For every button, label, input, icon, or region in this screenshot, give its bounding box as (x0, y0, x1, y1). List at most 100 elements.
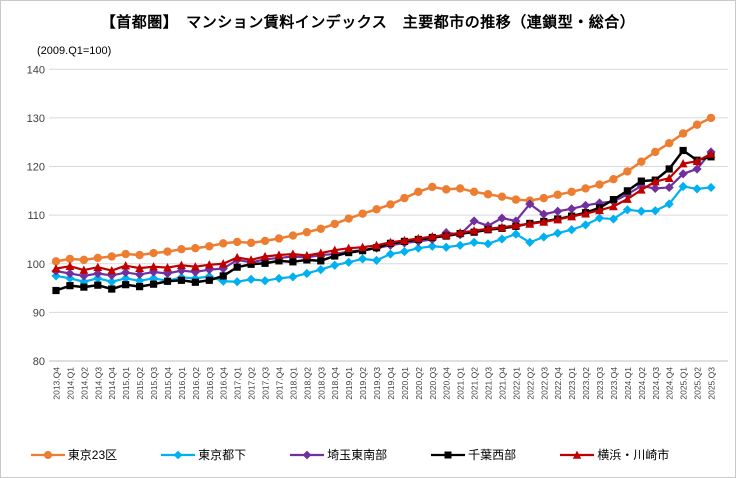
data-point-marker (260, 276, 270, 286)
data-point-marker (428, 182, 437, 192)
data-point-marker (233, 263, 241, 271)
x-axis-tick-label: 2023.Q4 (609, 367, 619, 400)
x-axis-tick-label: 2019.Q3 (372, 367, 382, 400)
data-point-marker (275, 257, 283, 265)
legend-item: 東京都下 (161, 446, 246, 463)
data-point-marker (204, 265, 214, 275)
data-point-marker (246, 274, 256, 284)
data-point-marker (219, 239, 228, 248)
x-axis-tick-label: 2016.Q2 (191, 367, 201, 400)
data-point-marker (108, 285, 116, 293)
x-axis-tick-label: 2015.Q4 (163, 367, 173, 400)
x-axis-tick-label: 2020.Q4 (442, 367, 452, 400)
data-point-marker (386, 200, 395, 209)
data-point-marker (135, 276, 145, 286)
data-point-marker (191, 244, 200, 253)
x-axis-tick-label: 2020.Q3 (428, 367, 438, 400)
legend-item: 東京23区 (30, 446, 118, 463)
data-point-marker (149, 262, 158, 271)
data-point-marker (413, 233, 423, 243)
data-point-marker (288, 272, 298, 282)
data-point-marker (302, 268, 312, 279)
data-point-marker (623, 187, 631, 195)
data-point-marker (316, 224, 325, 233)
data-point-marker (414, 187, 423, 197)
legend-label: 千葉西部 (468, 448, 517, 462)
data-point-marker (664, 199, 674, 209)
data-point-marker (525, 199, 535, 209)
data-point-marker (539, 217, 549, 226)
data-point-marker (483, 190, 493, 199)
data-point-marker (413, 243, 423, 253)
data-point-marker (288, 249, 298, 258)
data-point-marker (372, 240, 381, 250)
data-point-marker (511, 220, 521, 230)
data-point-marker (177, 244, 186, 254)
data-point-marker (205, 242, 214, 251)
legend-label: 埼玉東南部 (327, 448, 388, 462)
data-point-marker (232, 237, 242, 247)
series-line (55, 116, 712, 263)
x-axis-tick-label: 2024.Q1 (623, 367, 633, 400)
data-point-marker (567, 225, 577, 235)
chart-legend: 東京23区 東京都下 埼玉東南部 千葉西部 横浜・川崎市 (1, 446, 717, 463)
data-point-marker (581, 209, 590, 218)
data-point-marker (191, 278, 199, 286)
legend-label: 東京23区 (67, 448, 118, 462)
data-point-marker (441, 230, 451, 239)
data-point-marker (121, 267, 131, 278)
data-point-marker (400, 235, 409, 245)
data-point-marker (163, 263, 172, 272)
x-axis-tick-label: 2014.Q3 (93, 367, 103, 400)
x-axis-tick-label: 2023.Q3 (595, 367, 605, 400)
x-axis-tick-label: 2025.Q3 (707, 367, 717, 400)
data-point-marker (664, 138, 674, 148)
data-point-marker (637, 157, 646, 166)
data-point-marker (441, 242, 451, 252)
data-point-marker (218, 264, 228, 274)
data-point-marker (497, 192, 507, 201)
y-axis-tick-label: 130 (27, 113, 45, 125)
y-axis-tick-label: 110 (27, 210, 45, 222)
data-point-marker (427, 231, 437, 241)
data-point-marker (469, 216, 479, 226)
legend-item: 千葉西部 (431, 446, 516, 463)
data-point-marker (121, 249, 130, 259)
x-axis-tick-label: 2021.Q4 (497, 367, 507, 400)
x-axis-tick-label: 2021.Q3 (484, 367, 494, 400)
x-axis-tick-label: 2020.Q1 (400, 367, 410, 400)
data-point-marker (483, 224, 493, 233)
data-point-marker (622, 205, 632, 215)
x-axis-tick-label: 2018.Q4 (330, 367, 340, 400)
data-point-marker (609, 201, 618, 211)
data-point-marker (330, 245, 340, 254)
data-point-marker (372, 205, 381, 214)
data-point-marker (608, 214, 619, 224)
data-point-marker (706, 149, 716, 158)
data-point-marker (330, 260, 340, 270)
data-point-marker (246, 255, 256, 264)
data-point-marker (122, 281, 130, 289)
legend-marker-icon (560, 450, 595, 459)
data-point-marker (636, 206, 646, 216)
y-axis-tick-label: 140 (27, 64, 45, 76)
data-point-marker (651, 147, 660, 157)
data-point-marker (595, 205, 604, 215)
data-point-marker (581, 184, 590, 193)
data-point-marker (344, 243, 354, 253)
data-point-marker (665, 165, 673, 173)
data-point-marker (317, 257, 325, 265)
x-axis-tick-label: 2017.Q1 (233, 367, 243, 400)
data-point-marker (580, 220, 591, 230)
data-point-marker (525, 219, 535, 228)
data-point-marker (149, 280, 158, 288)
data-point-marker (136, 283, 144, 291)
data-point-marker (483, 239, 493, 249)
legend-item: 横浜・川崎市 (560, 446, 669, 463)
data-point-marker (303, 256, 311, 264)
data-point-marker (65, 273, 75, 283)
x-axis-tick-label: 2014.Q2 (79, 367, 89, 400)
data-point-marker (79, 265, 89, 274)
x-axis-tick-label: 2023.Q2 (581, 367, 591, 400)
